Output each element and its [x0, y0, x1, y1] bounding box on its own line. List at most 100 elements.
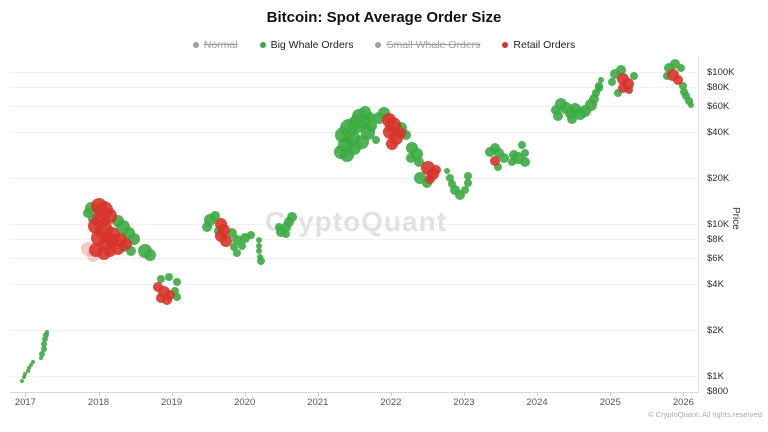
- big-whale-order-bubble: [201, 221, 212, 232]
- chart-plot-area[interactable]: CryptoQuant: [10, 56, 699, 393]
- big-whale-order-bubble: [614, 88, 623, 97]
- y-axis-title: Price: [730, 207, 741, 230]
- y-axis-tick-label: $1K: [707, 371, 724, 382]
- legend-label: Big Whale Orders: [270, 39, 354, 51]
- big-whale-order-bubble: [629, 71, 638, 80]
- gridline: [10, 71, 698, 73]
- big-whale-order-bubble: [256, 243, 263, 249]
- big-whale-order-bubble: [255, 236, 262, 243]
- legend-dot-icon: [375, 42, 382, 48]
- big-whale-order-bubble: [595, 81, 604, 90]
- big-whale-order-bubble: [286, 212, 297, 222]
- legend-item-big-whale-orders[interactable]: Big Whale Orders: [259, 39, 354, 51]
- big-whale-order-bubble: [42, 331, 49, 338]
- big-whale-order-bubble: [685, 97, 694, 106]
- y-axis-tick-label: $2K: [707, 325, 724, 337]
- big-whale-order-bubble: [172, 278, 181, 286]
- big-whale-order-bubble: [489, 142, 500, 153]
- y-axis-tick-label: $80K: [707, 81, 730, 93]
- big-whale-order-bubble: [209, 210, 220, 221]
- big-whale-order-bubble: [589, 93, 600, 104]
- retail-order-bubble: [219, 234, 232, 247]
- big-whale-order-bubble: [669, 59, 680, 70]
- big-whale-order-bubble: [446, 173, 455, 182]
- big-whale-order-bubble: [460, 186, 469, 194]
- x-axis-tick: [683, 392, 685, 396]
- big-whale-order-bubble: [454, 189, 465, 200]
- legend-item-retail-orders[interactable]: Retail Orders: [502, 39, 575, 51]
- big-whale-order-bubble: [256, 247, 263, 254]
- gridline: [10, 178, 698, 180]
- legend-label: Retail Orders: [513, 39, 576, 51]
- big-whale-order-bubble: [464, 171, 473, 180]
- big-whale-order-bubble: [663, 62, 674, 73]
- big-whale-order-bubble: [682, 92, 691, 101]
- big-whale-order-bubble: [450, 185, 461, 195]
- big-whale-order-bubble: [615, 64, 626, 75]
- y-axis-tick-label: $10K: [707, 218, 730, 230]
- big-whale-order-bubble: [44, 329, 49, 334]
- gridline: [10, 376, 698, 377]
- retail-order-bubble: [425, 173, 436, 184]
- x-axis-tick-label: 2018: [87, 397, 110, 408]
- legend-item-normal[interactable]: Normal: [192, 39, 238, 51]
- x-axis-tick: [25, 392, 27, 396]
- x-axis-tick: [244, 392, 246, 396]
- big-whale-order-bubble: [597, 77, 604, 84]
- big-whale-order-bubble: [364, 111, 375, 122]
- big-whale-order-bubble: [676, 63, 685, 72]
- big-whale-order-bubble: [229, 243, 238, 251]
- big-whale-order-bubble: [143, 248, 156, 261]
- big-whale-order-bubble: [39, 351, 46, 358]
- y-axis-tick-label: $60K: [707, 100, 730, 112]
- big-whale-order-bubble: [414, 156, 425, 167]
- big-whale-order-bubble: [688, 102, 695, 109]
- retail-order-bubble: [393, 126, 406, 139]
- big-whale-order-bubble: [232, 249, 241, 257]
- big-whale-order-bubble: [231, 234, 242, 245]
- y-axis-tick-label: $100K: [707, 66, 735, 78]
- big-whale-order-bubble: [38, 356, 43, 361]
- x-axis-tick: [171, 392, 173, 396]
- big-whale-order-bubble: [31, 359, 36, 364]
- retail-order-bubble: [617, 83, 628, 94]
- x-axis-tick: [98, 392, 100, 396]
- x-axis-tick-label: 2026: [672, 397, 694, 408]
- big-whale-order-bubble: [406, 152, 417, 163]
- gridline: [10, 284, 698, 286]
- gridline: [10, 330, 698, 332]
- big-whale-order-bubble: [164, 273, 173, 282]
- big-whale-order-bubble: [517, 140, 526, 149]
- big-whale-order-bubble: [463, 178, 472, 187]
- y-axis-tick-label: $6K: [707, 252, 724, 264]
- retail-order-bubble: [119, 237, 132, 250]
- big-whale-order-bubble: [484, 146, 495, 157]
- retail-order-bubble: [489, 155, 500, 166]
- page-title: Bitcoin: Spot Average Order Size: [266, 9, 502, 26]
- big-whale-order-bubble: [19, 378, 24, 383]
- x-axis-tick-label: 2021: [307, 397, 329, 408]
- big-whale-order-bubble: [156, 275, 165, 284]
- y-axis-tick-label: $4K: [707, 279, 724, 291]
- x-axis-tick-label: 2022: [380, 397, 402, 408]
- x-axis-tick: [537, 392, 539, 396]
- x-axis-tick-label: 2020: [234, 397, 256, 408]
- x-axis-tick: [390, 392, 392, 396]
- big-whale-order-bubble: [494, 147, 505, 158]
- big-whale-order-bubble: [281, 229, 290, 238]
- legend-item-small-whale-orders[interactable]: Small Whale Orders: [375, 39, 480, 51]
- retail-order-bubble: [672, 74, 683, 85]
- gridline: [10, 238, 698, 240]
- retail-order-bubble: [155, 292, 166, 303]
- big-whale-order-bubble: [246, 231, 255, 239]
- big-whale-order-bubble: [609, 68, 620, 79]
- big-whale-order-bubble: [607, 77, 616, 86]
- big-whale-order-bubble: [41, 341, 48, 348]
- x-axis-tick-label: 2023: [453, 397, 475, 408]
- retail-order-bubble: [624, 86, 633, 95]
- big-whale-order-bubble: [237, 242, 246, 250]
- big-whale-order-bubble: [444, 167, 451, 174]
- big-whale-order-bubble: [42, 336, 49, 343]
- x-axis-tick: [610, 392, 612, 396]
